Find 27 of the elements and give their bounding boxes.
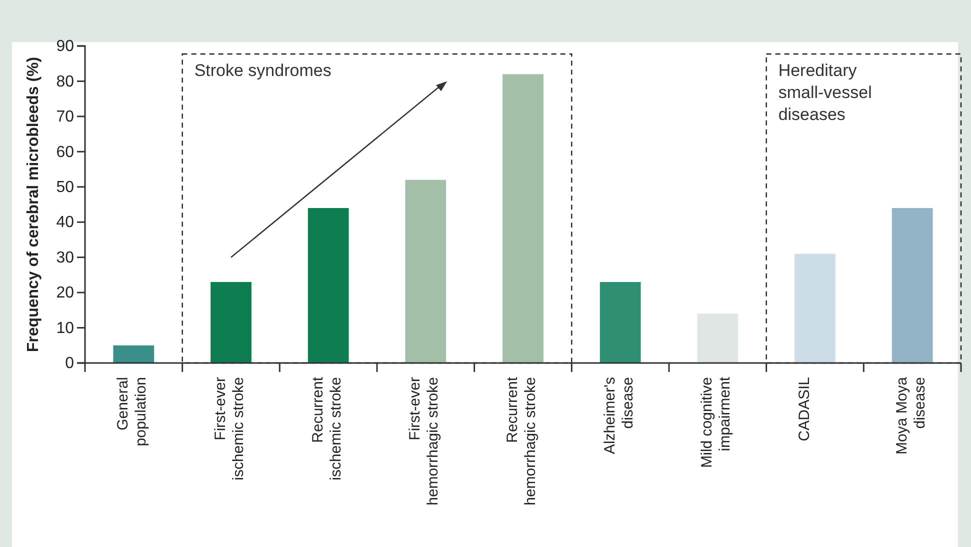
- bar: [210, 282, 252, 363]
- y-tick-label: 0: [65, 355, 74, 372]
- annotation: Hereditary small-vessel diseases: [778, 61, 872, 124]
- bar: [308, 208, 349, 363]
- annotation: Stroke syndromes: [194, 61, 332, 80]
- y-tick-label: 20: [56, 284, 74, 302]
- x-tick-label: Alzheimer's disease: [601, 377, 636, 454]
- y-tick-label: 10: [56, 320, 74, 337]
- x-tick-label: Mild cognitive impairment: [698, 376, 734, 468]
- x-tick-label: Moya Moya disease: [893, 376, 928, 455]
- y-tick-label: 60: [56, 144, 74, 161]
- x-tick-label: CADASIL: [796, 377, 813, 442]
- bar: [794, 254, 836, 363]
- bar: [892, 208, 933, 363]
- y-axis-title: Frequency of cerebral microbleeds (%): [25, 56, 42, 352]
- bar: [113, 345, 154, 363]
- y-tick-label: 80: [56, 73, 74, 90]
- bar: [502, 74, 544, 363]
- y-tick-label: 40: [56, 214, 74, 232]
- bar: [600, 282, 641, 363]
- bar: [697, 314, 738, 363]
- bar: [405, 180, 446, 363]
- y-tick-label: 70: [56, 108, 74, 126]
- y-tick-label: 50: [56, 179, 74, 196]
- x-tick-label: General population: [114, 377, 150, 446]
- y-tick-label: 30: [56, 249, 74, 266]
- y-tick-label: 90: [56, 38, 74, 56]
